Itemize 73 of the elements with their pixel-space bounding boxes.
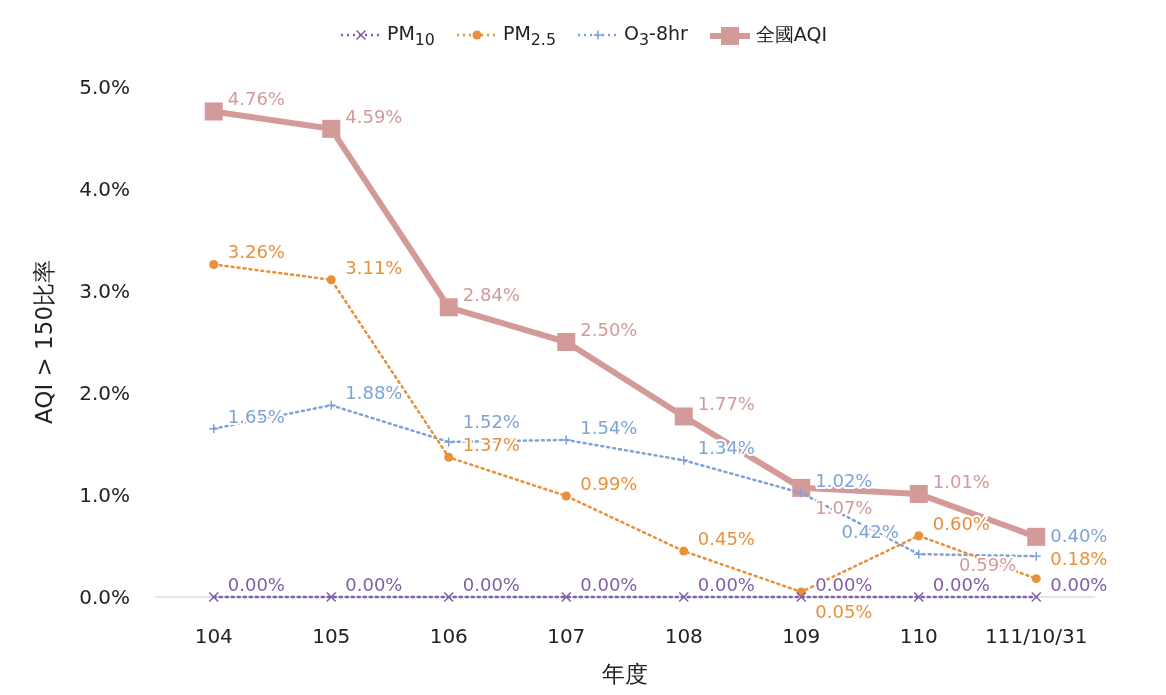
data-label: 4.59%: [345, 105, 403, 127]
x-tick-label: 104: [194, 624, 233, 648]
y-tick-label: 4.0%: [79, 177, 130, 201]
data-label: 3.26%: [227, 241, 285, 263]
point: [1027, 527, 1046, 546]
data-label: 4.76%: [227, 88, 285, 110]
point: [678, 591, 689, 603]
data-label: 0.00%: [932, 574, 990, 595]
y-tick-label: 5.0%: [79, 75, 130, 99]
y-tick-label: 1.0%: [79, 483, 130, 507]
point: [326, 591, 337, 603]
data-label: 0.00%: [345, 574, 403, 595]
point: [443, 591, 454, 603]
data-label: 0.18%: [1050, 547, 1108, 569]
point: [678, 455, 689, 466]
point: [913, 591, 924, 603]
point: [914, 531, 924, 541]
data-label: 2.50%: [580, 319, 638, 340]
data-label: 0.40%: [1050, 525, 1108, 547]
point: [561, 591, 572, 603]
point: [561, 434, 572, 446]
x-tick-label: 110: [899, 624, 938, 648]
x-tick-label: 108: [664, 624, 703, 648]
legend-label: PM$_{2.5}$: [502, 22, 556, 49]
legend-label: 全國AQI: [755, 23, 828, 46]
point: [439, 298, 458, 317]
point: [208, 591, 219, 603]
data-label: 0.00%: [227, 574, 285, 595]
point: [679, 546, 689, 556]
point: [209, 259, 219, 269]
point: [796, 591, 807, 603]
data-label: 0.00%: [462, 574, 520, 595]
data-label: 0.45%: [697, 528, 755, 550]
point: [1031, 574, 1041, 584]
data-label: 0.05%: [815, 600, 873, 622]
legend-label: O$_{3}$-8hr: [623, 22, 688, 49]
point: [326, 399, 337, 411]
point: [326, 275, 336, 285]
data-label: 1.77%: [697, 393, 755, 415]
point: [674, 407, 693, 426]
data-label: 0.00%: [697, 574, 755, 595]
y-tick-label: 0.0%: [79, 585, 130, 609]
point: [909, 484, 928, 503]
point: [561, 491, 571, 501]
data-label: 2.84%: [462, 284, 520, 306]
data-label: 0.60%: [932, 512, 990, 534]
x-tick-label: 106: [429, 624, 468, 648]
x-tick-label: 105: [312, 624, 351, 648]
data-label: 1.88%: [345, 382, 403, 404]
data-label: 0.00%: [815, 574, 873, 595]
x-tick-label: 107: [547, 624, 586, 648]
y-axis-title: AQI > 150比率: [31, 259, 57, 425]
data-label: 3.11%: [345, 256, 403, 278]
point: [557, 333, 576, 351]
data-label: 0.00%: [1050, 574, 1108, 595]
point: [208, 423, 219, 434]
data-label: 1.54%: [580, 416, 638, 438]
data-label: 1.65%: [227, 405, 285, 427]
x-tick-label: 109: [782, 624, 821, 648]
point: [204, 102, 223, 121]
y-tick-label: 2.0%: [79, 381, 130, 405]
y-tick-label: 3.0%: [79, 279, 130, 303]
x-tick-label: 111/10/31: [984, 624, 1088, 648]
x-axis-title: 年度: [602, 661, 648, 687]
point: [444, 452, 454, 462]
data-label: 1.02%: [815, 469, 873, 491]
data-label: 0.00%: [580, 574, 638, 595]
data-label: 1.01%: [932, 470, 990, 492]
point: [1031, 591, 1042, 603]
data-label: 0.99%: [580, 473, 638, 495]
data-label: 1.52%: [462, 410, 520, 432]
legend-label: PM$_{10}$: [386, 22, 435, 49]
point: [322, 119, 341, 138]
